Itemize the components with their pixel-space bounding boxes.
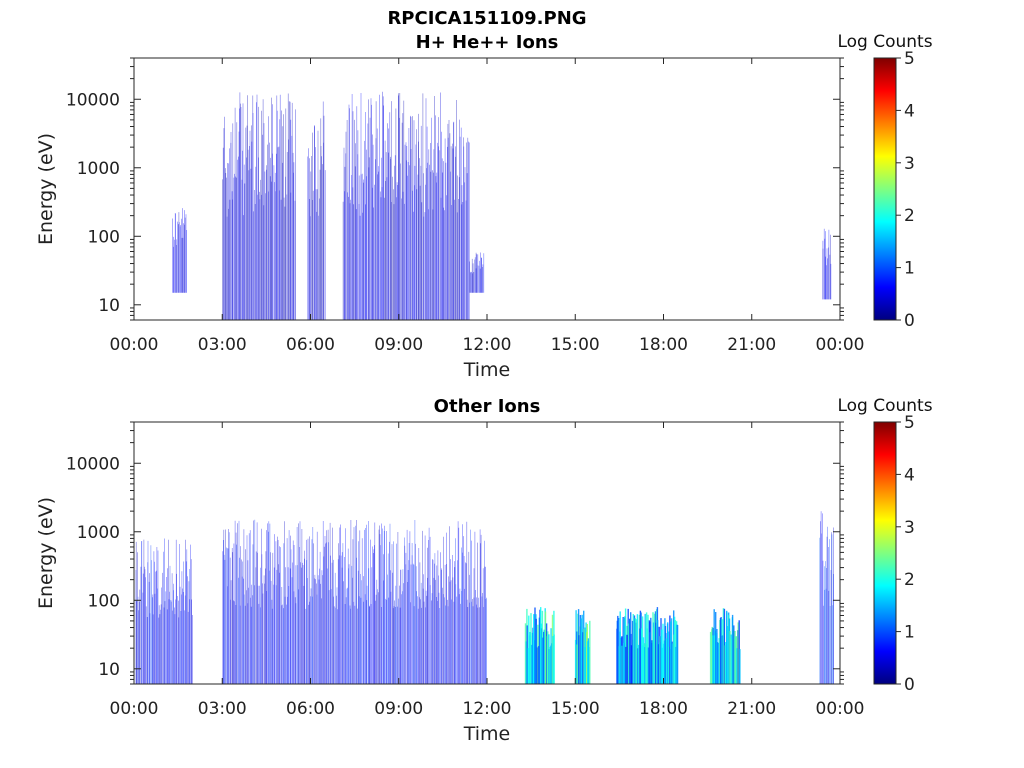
- axis-ticks: 00:00 03:00 06:00 09:00 12:00 15:00 18:00 21:00…: [66, 57, 865, 355]
- colorbar-tick-label: 2: [904, 206, 915, 226]
- panel-title: H+ He++ Ions: [416, 32, 559, 53]
- panel-other-ions: Other Ions 00:00 03:00 06:00 09:00 12:00 15:0…: [35, 396, 933, 745]
- colorbar-ticks: 0 1 2 3 4 5: [896, 49, 915, 331]
- x-axis-label: Time: [463, 359, 511, 381]
- colorbar-tick-label: 2: [904, 570, 915, 590]
- x-tick-label: 15:00: [551, 335, 600, 355]
- spectrogram-data: [172, 91, 832, 320]
- colorbar-tick-label: 3: [904, 518, 915, 538]
- x-tick-label: 00:00: [110, 699, 159, 719]
- colorbar-tick-label: 4: [904, 101, 915, 121]
- y-axis-label: Energy (eV): [35, 133, 57, 245]
- x-tick-label: 21:00: [727, 699, 776, 719]
- y-tick-label: 100: [88, 591, 120, 611]
- x-tick-label: 09:00: [374, 699, 423, 719]
- colorbar-title: Log Counts: [837, 396, 932, 416]
- y-tick-label: 10000: [66, 454, 120, 474]
- colorbar-tick-label: 4: [904, 465, 915, 485]
- colorbar-tick-label: 0: [904, 675, 915, 695]
- x-tick-label: 18:00: [639, 335, 688, 355]
- colorbar-tick-label: 5: [904, 413, 915, 433]
- x-tick-label: 12:00: [463, 699, 512, 719]
- y-tick-label: 1000: [77, 159, 120, 179]
- colorbar: [873, 57, 897, 321]
- y-tick-label: 1000: [77, 523, 120, 543]
- y-tick-label: 100: [88, 227, 120, 247]
- x-tick-label: 00:00: [816, 699, 865, 719]
- colorbar-ticks: 0 1 2 3 4 5: [896, 413, 915, 695]
- colorbar-tick-label: 5: [904, 49, 915, 69]
- axis-ticks: 00:00 03:00 06:00 09:00 12:00 15:00 18:00 21:00…: [66, 421, 865, 719]
- x-tick-label: 06:00: [286, 335, 335, 355]
- y-tick-label: 10: [98, 296, 120, 316]
- x-tick-label: 03:00: [198, 699, 247, 719]
- x-tick-label: 00:00: [110, 335, 159, 355]
- colorbar-tick-label: 1: [904, 259, 915, 279]
- y-tick-label: 10: [98, 660, 120, 680]
- figure-title: RPCICA151109.PNG: [387, 8, 586, 29]
- x-tick-label: 15:00: [551, 699, 600, 719]
- x-tick-label: 12:00: [463, 335, 512, 355]
- panel-title: Other Ions: [434, 396, 541, 417]
- x-tick-label: 06:00: [286, 699, 335, 719]
- y-axis-label: Energy (eV): [35, 497, 57, 609]
- x-tick-label: 18:00: [639, 699, 688, 719]
- x-tick-label: 21:00: [727, 335, 776, 355]
- colorbar-tick-label: 3: [904, 154, 915, 174]
- y-tick-label: 10000: [66, 90, 120, 110]
- colorbar-tick-label: 1: [904, 623, 915, 643]
- x-tick-label: 03:00: [198, 335, 247, 355]
- x-axis-label: Time: [463, 723, 511, 745]
- colorbar: [873, 421, 897, 685]
- x-tick-label: 09:00: [374, 335, 423, 355]
- colorbar-tick-label: 0: [904, 311, 915, 331]
- colorbar-title: Log Counts: [837, 32, 932, 52]
- spectrogram-data: [135, 511, 834, 684]
- x-tick-label: 00:00: [816, 335, 865, 355]
- panel-h-he-ions: H+ He++ Ions 00:00 03:00 06:00 09:00 12:00 15…: [35, 32, 933, 381]
